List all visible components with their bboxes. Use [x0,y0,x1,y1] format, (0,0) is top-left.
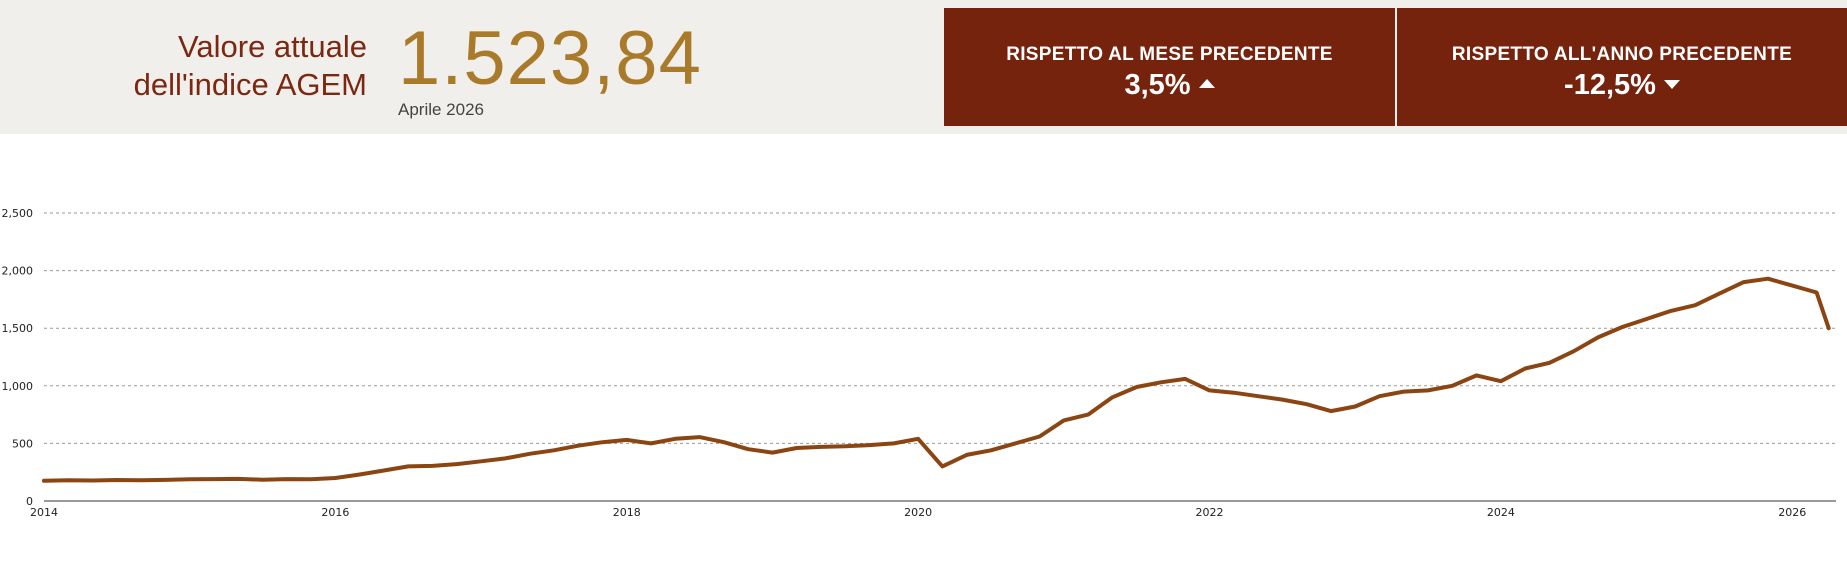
x-tick-label: 2020 [904,506,932,519]
y-tick-label: 0 [26,495,33,508]
year-change-label: RISPETTO ALL'ANNO PRECEDENTE [1451,44,1793,65]
current-index-value: 1.523,84 [398,16,702,101]
triangle-up-icon [1198,78,1215,88]
triangle-down-icon [1663,79,1680,89]
x-tick-label: 2018 [613,506,641,519]
y-tick-label: 2,500 [2,207,34,220]
current-date: Aprile 2026 [398,100,485,119]
y-tick-label: 1,000 [2,380,34,393]
month-change-card: RISPETTO AL MESE PRECEDENTE 3,5% [944,8,1395,126]
x-tick-label: 2026 [1778,506,1806,519]
y-tick-label: 2,000 [2,265,34,278]
index-title-line1: Valore attuale [178,29,367,64]
year-change-value: -12,5% [1564,69,1656,101]
x-tick-label: 2024 [1487,506,1515,519]
y-tick-label: 1,500 [2,322,34,335]
index-title-line2: dell'indice AGEM [133,67,367,102]
series-line [42,276,1831,483]
x-tick-label: 2014 [30,506,58,519]
year-change-card: RISPETTO ALL'ANNO PRECEDENTE -12,5% [1397,8,1847,126]
y-tick-label: 500 [12,437,33,450]
month-change-label: RISPETTO AL MESE PRECEDENTE [1006,44,1333,65]
month-change-value: 3,5% [1124,69,1191,101]
x-tick-label: 2016 [321,506,349,519]
index-title: Valore attuale dell'indice AGEM [134,28,367,104]
index-line-chart: 0 500 1,000 1,500 2,000 2,500 2014 2016 2018 202… [2,207,1836,519]
x-tick-label: 2022 [1196,506,1224,519]
